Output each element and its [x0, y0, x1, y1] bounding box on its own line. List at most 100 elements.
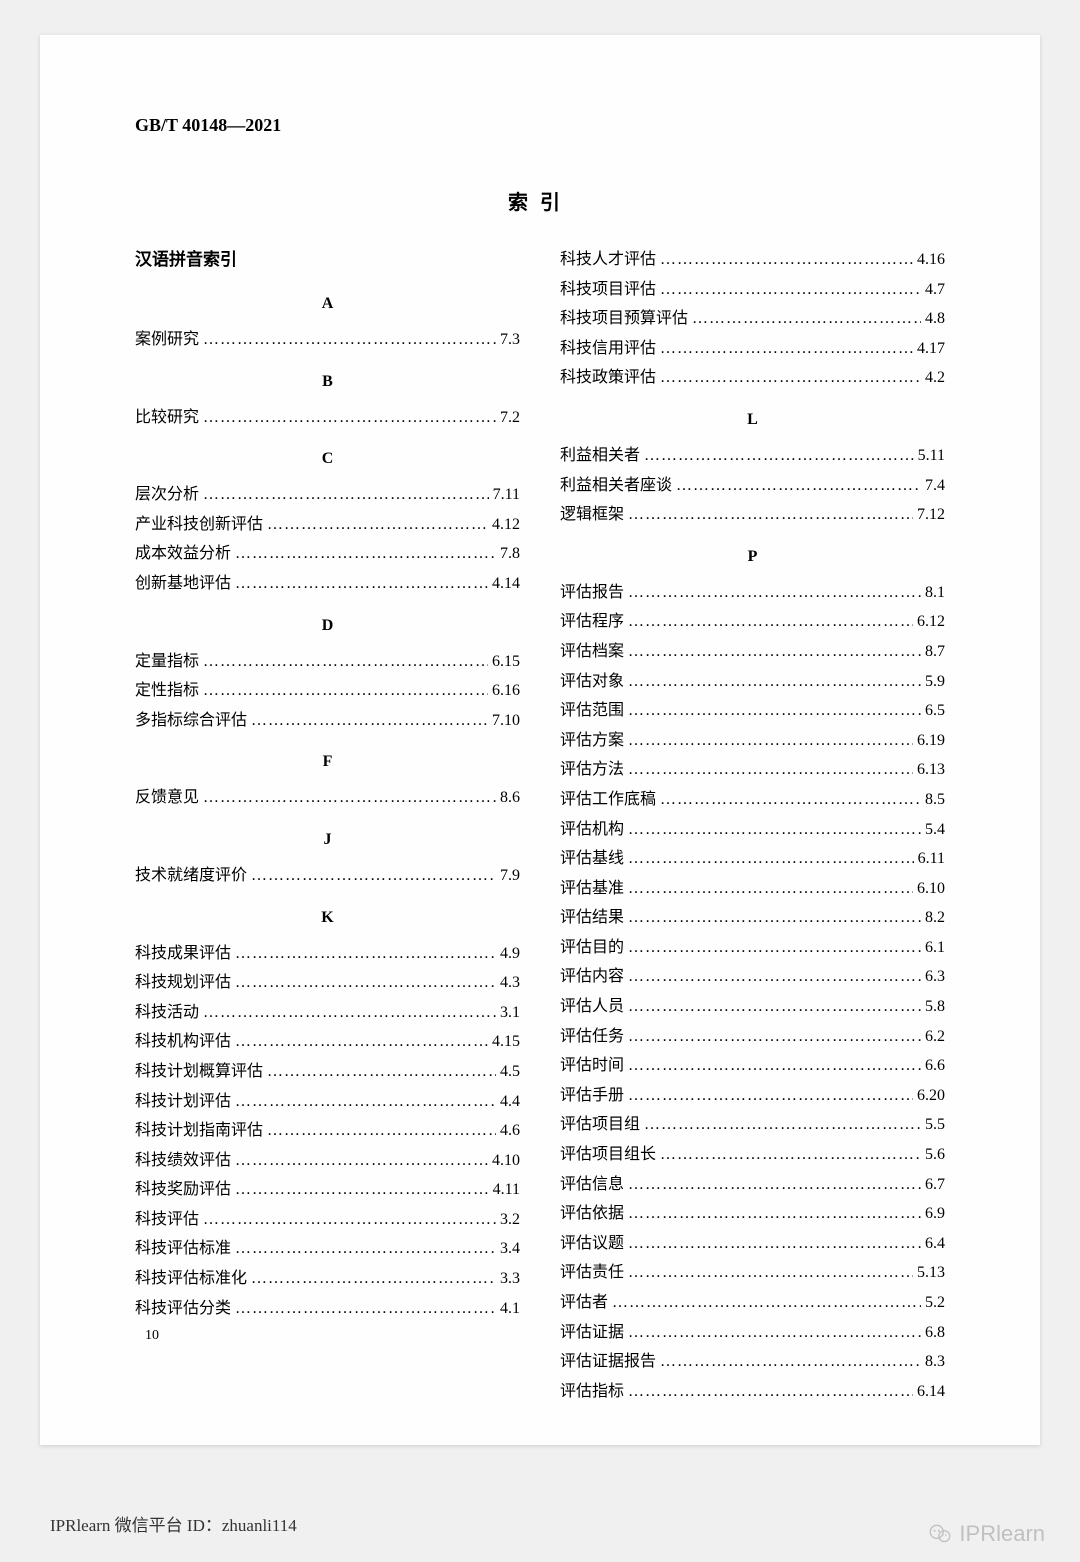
index-entry: 科技计划评估………………………………………………………………4.4 — [135, 1087, 520, 1117]
entry-ref: 7.3 — [500, 325, 520, 355]
index-entry: 科技奖励评估………………………………………………………………4.11 — [135, 1175, 520, 1205]
entry-dots: ……………………………………………………………… — [203, 325, 496, 355]
entry-term: 科技计划评估 — [135, 1087, 231, 1117]
entry-dots: ……………………………………………………………… — [235, 569, 488, 599]
entry-term: 评估信息 — [560, 1170, 624, 1200]
index-entry: 评估对象………………………………………………………………5.9 — [560, 667, 945, 697]
entry-ref: 6.6 — [925, 1051, 945, 1081]
entry-dots: ……………………………………………………………… — [235, 1234, 496, 1264]
entry-dots: ……………………………………………………………… — [628, 667, 921, 697]
section-letter: C — [135, 450, 520, 468]
entry-term: 科技规划评估 — [135, 968, 231, 998]
entry-term: 评估手册 — [560, 1081, 624, 1111]
index-entry: 比较研究………………………………………………………………7.2 — [135, 403, 520, 433]
index-title: 索引 — [135, 186, 945, 215]
entry-term: 评估结果 — [560, 903, 624, 933]
entry-term: 评估指标 — [560, 1377, 624, 1407]
entry-ref: 5.4 — [925, 815, 945, 845]
index-entry: 科技评估………………………………………………………………3.2 — [135, 1205, 520, 1235]
entry-ref: 7.9 — [500, 861, 520, 891]
index-entry: 评估报告………………………………………………………………8.1 — [560, 578, 945, 608]
entry-term: 利益相关者 — [560, 441, 640, 471]
index-entry: 评估人员………………………………………………………………5.8 — [560, 992, 945, 1022]
entry-term: 技术就绪度评价 — [135, 861, 247, 891]
section-letter: P — [560, 548, 945, 566]
entry-dots: ……………………………………………………………… — [660, 1140, 921, 1170]
index-columns: 汉语拼音索引 A案例研究………………………………………………………………7.3B… — [135, 245, 945, 1406]
entry-ref: 6.13 — [917, 755, 945, 785]
entry-ref: 6.15 — [492, 647, 520, 677]
entry-ref: 6.3 — [925, 962, 945, 992]
entry-term: 评估者 — [560, 1288, 608, 1318]
entry-ref: 6.11 — [918, 844, 945, 874]
entry-term: 评估证据 — [560, 1318, 624, 1348]
index-entry: 案例研究………………………………………………………………7.3 — [135, 325, 520, 355]
entry-ref: 6.12 — [917, 607, 945, 637]
entry-dots: ……………………………………………………………… — [628, 903, 921, 933]
index-entry: 层次分析………………………………………………………………7.11 — [135, 480, 520, 510]
index-entry: 评估证据………………………………………………………………6.8 — [560, 1318, 945, 1348]
entry-dots: ……………………………………………………………… — [203, 676, 488, 706]
entry-ref: 6.5 — [925, 696, 945, 726]
entry-dots: ……………………………………………………………… — [628, 755, 913, 785]
entry-term: 评估责任 — [560, 1258, 624, 1288]
index-entry: 评估指标………………………………………………………………6.14 — [560, 1377, 945, 1407]
index-entry: 科技规划评估………………………………………………………………4.3 — [135, 968, 520, 998]
entry-dots: ……………………………………………………………… — [692, 304, 921, 334]
section-letter: D — [135, 617, 520, 635]
pinyin-subtitle: 汉语拼音索引 — [135, 245, 520, 270]
index-entry: 科技绩效评估………………………………………………………………4.10 — [135, 1146, 520, 1176]
entry-term: 逻辑框架 — [560, 500, 624, 530]
index-entry: 评估结果………………………………………………………………8.2 — [560, 903, 945, 933]
section-letter: B — [135, 373, 520, 391]
index-entry: 科技评估分类………………………………………………………………4.1 — [135, 1294, 520, 1324]
index-entry: 评估依据………………………………………………………………6.9 — [560, 1199, 945, 1229]
index-entry: 评估工作底稿………………………………………………………………8.5 — [560, 785, 945, 815]
entry-dots: ……………………………………………………………… — [235, 539, 496, 569]
index-entry: 科技项目评估………………………………………………………………4.7 — [560, 275, 945, 305]
entry-ref: 6.4 — [925, 1229, 945, 1259]
right-column: 科技人才评估………………………………………………………………4.16科技项目评估… — [560, 245, 945, 1406]
entry-term: 科技计划指南评估 — [135, 1116, 263, 1146]
entry-term: 科技信用评估 — [560, 334, 656, 364]
entry-dots: ……………………………………………………………… — [235, 939, 496, 969]
entry-ref: 5.2 — [925, 1288, 945, 1318]
footer-bar: IPRlearn 微信平台 ID：zhuanli114 — [0, 1502, 1080, 1544]
entry-dots: ……………………………………………………………… — [628, 1229, 921, 1259]
entry-term: 评估基线 — [560, 844, 624, 874]
entry-dots: ……………………………………………………………… — [628, 1199, 921, 1229]
entry-term: 评估程序 — [560, 607, 624, 637]
entry-ref: 4.8 — [925, 304, 945, 334]
entry-term: 评估项目组长 — [560, 1140, 656, 1170]
entry-dots: ……………………………………………………………… — [660, 785, 921, 815]
watermark: IPRlearn — [927, 1521, 1045, 1547]
entry-term: 科技评估标准化 — [135, 1264, 247, 1294]
entry-term: 科技评估分类 — [135, 1294, 231, 1324]
entry-dots: ……………………………………………………………… — [235, 1027, 488, 1057]
entry-ref: 5.8 — [925, 992, 945, 1022]
entry-term: 创新基地评估 — [135, 569, 231, 599]
index-entry: 多指标综合评估………………………………………………………………7.10 — [135, 706, 520, 736]
entry-dots: ……………………………………………………………… — [628, 1022, 921, 1052]
entry-term: 评估对象 — [560, 667, 624, 697]
entry-term: 比较研究 — [135, 403, 199, 433]
entry-term: 评估报告 — [560, 578, 624, 608]
section-letter: K — [135, 909, 520, 927]
entry-term: 评估范围 — [560, 696, 624, 726]
entry-dots: ……………………………………………………………… — [628, 815, 921, 845]
entry-dots: ……………………………………………………………… — [676, 471, 921, 501]
entry-term: 评估议题 — [560, 1229, 624, 1259]
index-entry: 评估任务………………………………………………………………6.2 — [560, 1022, 945, 1052]
entry-term: 科技机构评估 — [135, 1027, 231, 1057]
entry-ref: 6.14 — [917, 1377, 945, 1407]
index-entry: 创新基地评估………………………………………………………………4.14 — [135, 569, 520, 599]
index-entry: 评估机构………………………………………………………………5.4 — [560, 815, 945, 845]
entry-dots: ……………………………………………………………… — [267, 510, 488, 540]
entry-dots: ……………………………………………………………… — [203, 647, 488, 677]
index-entry: 成本效益分析………………………………………………………………7.8 — [135, 539, 520, 569]
entry-term: 科技评估 — [135, 1205, 199, 1235]
index-entry: 评估责任………………………………………………………………5.13 — [560, 1258, 945, 1288]
entry-ref: 4.7 — [925, 275, 945, 305]
entry-ref: 6.20 — [917, 1081, 945, 1111]
entry-dots: ……………………………………………………………… — [628, 726, 913, 756]
